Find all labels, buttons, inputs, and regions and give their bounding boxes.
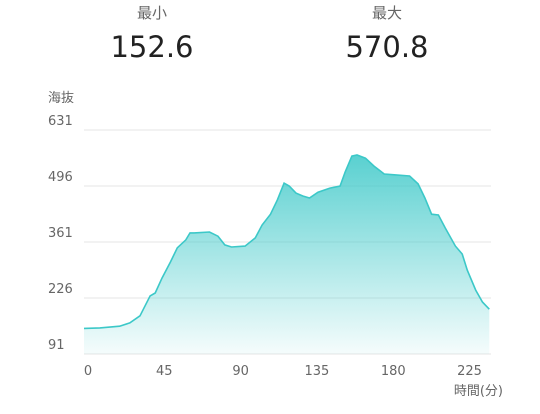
x-tick-label: 135 — [305, 364, 330, 379]
y-tick-label: 496 — [48, 170, 73, 185]
stat-value: 152.6 — [110, 30, 193, 64]
x-tick-label: 45 — [156, 364, 173, 379]
x-axis-label: 時間(分) — [454, 384, 503, 399]
x-tick-label: 0 — [84, 364, 92, 379]
stat-value: 570.8 — [345, 30, 428, 64]
x-tick-label: 180 — [381, 364, 406, 379]
y-tick-label: 361 — [48, 226, 73, 241]
y-tick-label: 631 — [48, 114, 73, 129]
y-tick-label: 91 — [48, 338, 65, 353]
x-tick-label: 225 — [457, 364, 482, 379]
y-tick-label: 226 — [48, 282, 73, 297]
x-tick-label: 90 — [232, 364, 249, 379]
area-line — [83, 154, 490, 330]
area-fill — [84, 155, 490, 354]
stat-label: 最小 — [137, 4, 167, 22]
y-axis-label: 海抜 — [48, 90, 74, 106]
stat-label: 最大 — [372, 4, 402, 22]
